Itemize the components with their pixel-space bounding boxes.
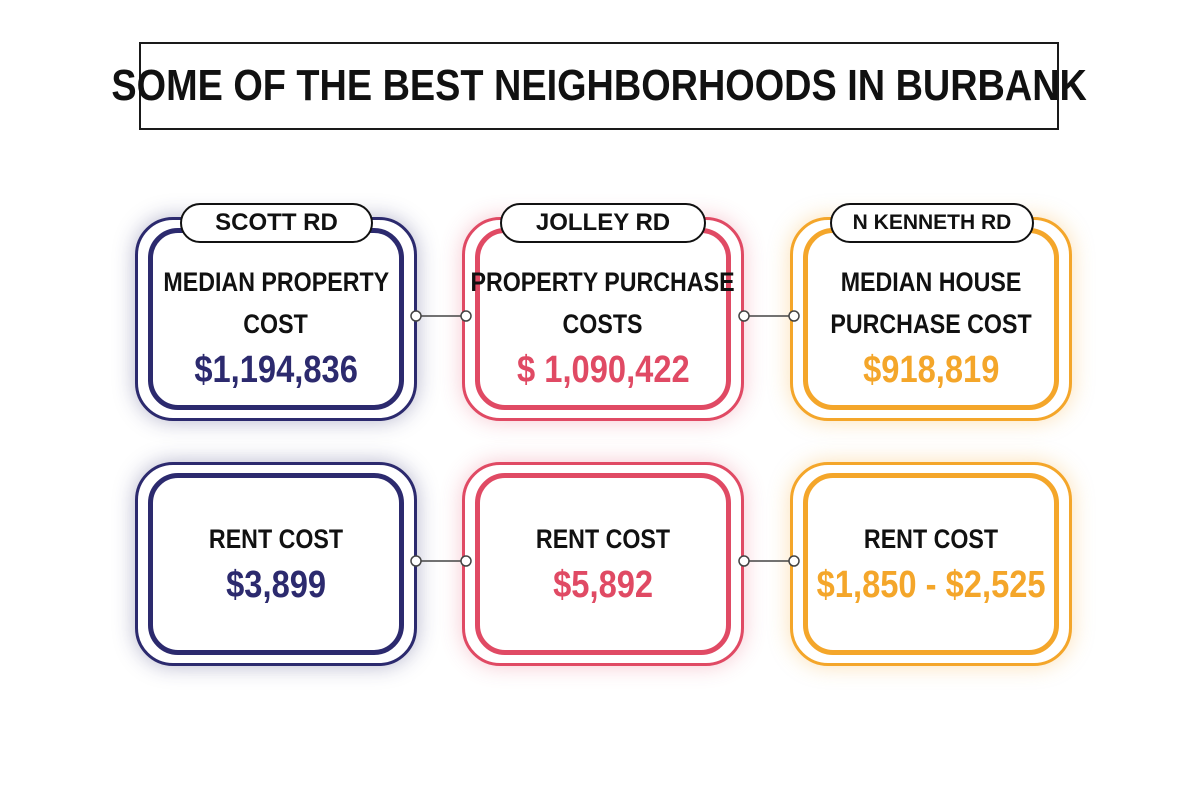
scott-rd-rent-card: RENT COST $3,899 (148, 473, 404, 655)
scott-rd-purchase-label-line1: MEDIAN PROPERTY (163, 267, 389, 297)
jolley-rd-purchase-label-line2: COSTS (562, 309, 643, 339)
scott-rd-name-tag: SCOTT RD (180, 203, 373, 243)
n-kenneth-rd-rent-value: $1,850 - $2,525 (816, 564, 1046, 606)
connector-top-2 (738, 310, 800, 322)
scott-rd-purchase-label-line2: COST (243, 309, 309, 339)
n-kenneth-rd-rent-card: RENT COST $1,850 - $2,525 (803, 473, 1059, 655)
jolley-rd-purchase-label-line1: PROPERTY PURCHASE (470, 267, 736, 297)
n-kenneth-rd-purchase-label-line1: MEDIAN HOUSE (840, 267, 1022, 297)
connector-bottom-2 (738, 555, 800, 567)
n-kenneth-rd-rent-label: RENT COST (863, 524, 999, 554)
scott-rd-rent-label: RENT COST (208, 524, 344, 554)
jolley-rd-name-tag: JOLLEY RD (500, 203, 706, 243)
n-kenneth-rd-purchase-label-line2: PURCHASE COST (830, 309, 1032, 339)
n-kenneth-rd-purchase-card: MEDIAN HOUSE PURCHASE COST $918,819 (803, 228, 1059, 410)
jolley-rd-rent-value: $5,892 (553, 564, 653, 606)
page-title: SOME OF THE BEST NEIGHBORHOODS IN BURBAN… (111, 61, 1087, 110)
jolley-rd-purchase-value: $ 1,090,422 (516, 349, 690, 391)
connector-bottom-1 (410, 555, 472, 567)
jolley-rd-purchase-card: PROPERTY PURCHASE COSTS $ 1,090,422 (471, 228, 735, 410)
connector-top-1 (410, 310, 472, 322)
scott-rd-purchase-card: MEDIAN PROPERTY COST $1,194,836 (148, 228, 404, 410)
title-box: SOME OF THE BEST NEIGHBORHOODS IN BURBAN… (111, 42, 1087, 130)
jolley-rd-rent-label: RENT COST (535, 524, 671, 554)
scott-rd-rent-value: $3,899 (226, 564, 326, 606)
scott-rd-purchase-value: $1,194,836 (194, 349, 358, 391)
n-kenneth-rd-name-tag: N KENNETH RD (830, 203, 1034, 243)
n-kenneth-rd-purchase-value: $918,819 (862, 349, 1000, 391)
jolley-rd-rent-card: RENT COST $5,892 (475, 473, 731, 655)
